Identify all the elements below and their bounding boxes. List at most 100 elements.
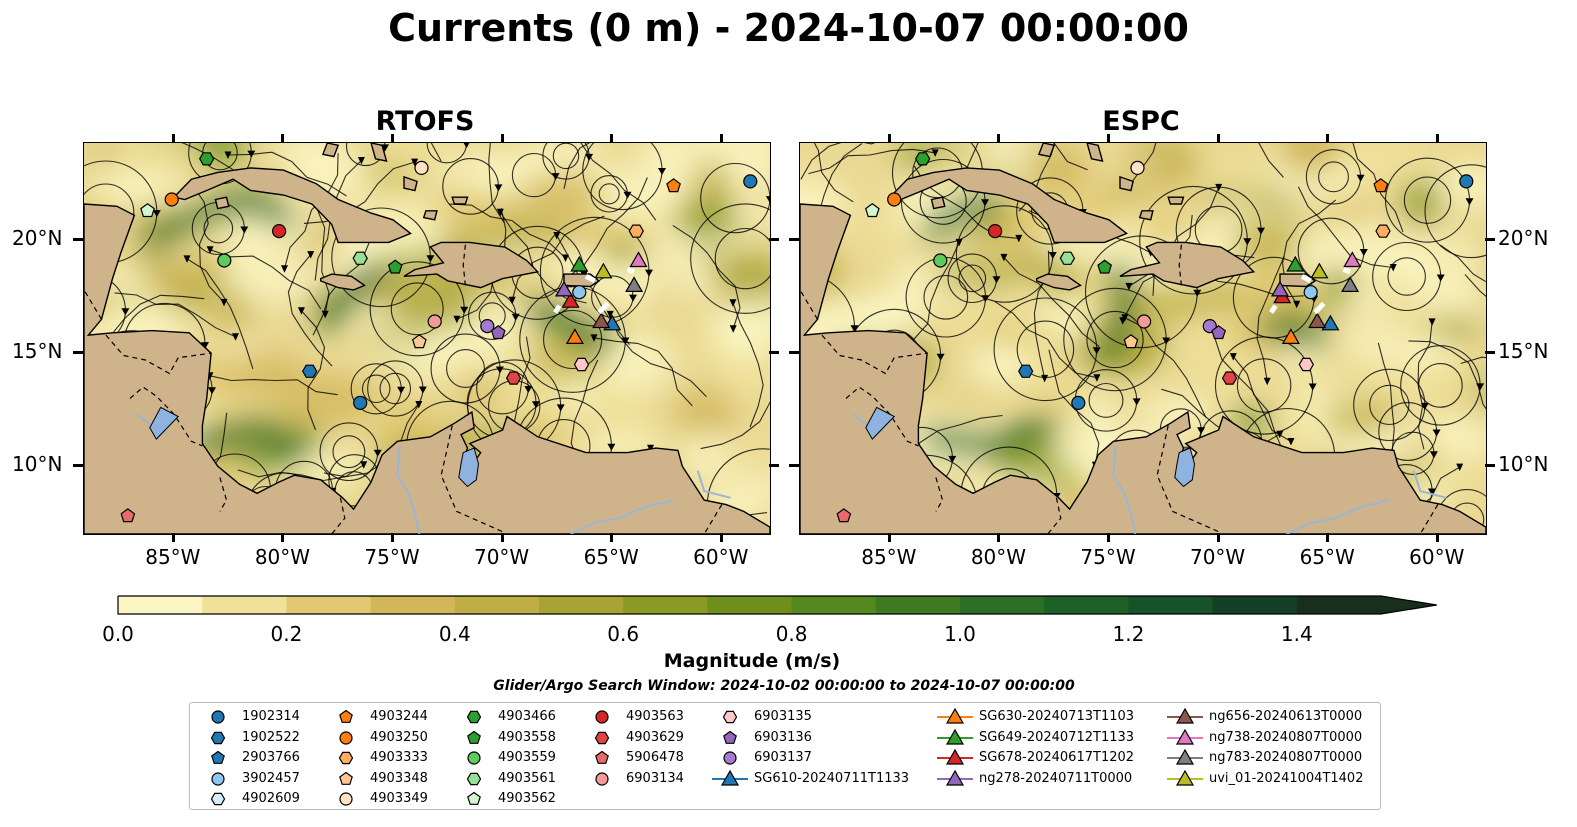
legend-label: ng783-20240807T0000 <box>1209 750 1363 765</box>
tick-mark <box>73 464 83 468</box>
colorbar-tick-label: 0.0 <box>102 622 134 646</box>
glider-tracks <box>553 267 635 315</box>
glider-marker-ng278-20240711T0000 <box>1270 280 1290 297</box>
legend-label: SG630-20240713T1103 <box>979 709 1135 724</box>
land <box>84 143 770 534</box>
glider-marker-uvi_01-20241004T1402 <box>594 262 613 279</box>
legend-marker-circle <box>723 751 737 765</box>
float-marker-4903563 <box>988 223 1003 239</box>
legend-marker-hexagon <box>594 731 610 744</box>
tick-mark <box>391 533 395 542</box>
float-marker-4903559 <box>933 253 948 268</box>
legend-label: 6903135 <box>754 709 812 724</box>
legend-label: 4902609 <box>242 791 300 806</box>
rivers <box>136 406 731 534</box>
search-window-text: Glider/Argo Search Window: 2024-10-02 00… <box>493 678 1075 694</box>
country-borders <box>84 244 723 534</box>
legend-marker-circle <box>595 710 609 724</box>
legend-label: SG610-20240711T1133 <box>754 770 910 786</box>
colorbar-label: Magnitude (m/s) <box>663 650 841 672</box>
colorbar-segment <box>1212 596 1298 614</box>
legend-label: 4903333 <box>370 750 428 765</box>
tick-mark <box>1216 533 1220 542</box>
float-marker-6903134 <box>1137 314 1152 329</box>
float-marker-4903563 <box>272 223 287 239</box>
colorbar-segment <box>960 596 1045 614</box>
lon-tick-label: 75°W <box>1080 545 1136 569</box>
tick-mark <box>610 134 614 143</box>
float-marker-6903135 <box>573 357 590 372</box>
colorbar-tick-label: 1.4 <box>1280 622 1313 646</box>
legend-label: 6903137 <box>754 750 812 765</box>
tick-mark <box>769 351 779 355</box>
legend-label: 1902314 <box>242 709 300 724</box>
legend-marker-pentagon <box>467 730 481 744</box>
glider-marker-SG649-20240712T1133 <box>570 255 589 272</box>
lat-tick-label-right: 10°N <box>1498 452 1549 477</box>
figure-title: Currents (0 m) - 2024-10-07 00:00:00 <box>388 6 1189 50</box>
map-espc[interactable] <box>799 142 1487 535</box>
tick-mark <box>1485 238 1495 242</box>
glider-marker-ng656-20240613T0000 <box>1308 312 1327 329</box>
map-canvas <box>800 143 1486 534</box>
tick-mark <box>1107 134 1111 143</box>
float-marker-1902314 <box>1071 395 1086 410</box>
colorbar-tick-label: 0.4 <box>438 622 471 646</box>
colorbar-tick-label: 0.2 <box>270 622 303 646</box>
glider-marker-ng656-20240613T0000 <box>592 312 611 329</box>
legend-label: SG649-20240712T1133 <box>979 729 1135 745</box>
float-marker-6903136 <box>490 325 506 340</box>
colorbar-segment <box>875 596 961 614</box>
legend-label: 4903563 <box>626 709 684 724</box>
rivers <box>852 406 1447 534</box>
colorbar-segment <box>1044 596 1129 614</box>
colorbar-segment <box>1128 596 1213 614</box>
lon-tick-label: 60°W <box>1409 545 1465 569</box>
tick-mark <box>500 134 504 143</box>
float-marker-5906478 <box>120 508 136 523</box>
float-marker-4903629 <box>505 371 522 385</box>
legend-label: 3902457 <box>242 770 300 786</box>
legend-marker-hexagon <box>210 731 226 744</box>
tick-mark <box>997 134 1001 143</box>
legend-marker-pentagon <box>723 730 737 744</box>
tick-mark <box>1216 134 1220 143</box>
legend-marker-hexagon <box>210 792 226 806</box>
colorbar-segment <box>370 596 456 614</box>
float-marker-4903562 <box>140 203 155 218</box>
colorbar-outline <box>117 595 1437 615</box>
legend-marker-pentagon <box>467 791 481 805</box>
legend-marker-pentagon <box>211 750 225 764</box>
legend-marker-hexagon <box>722 710 738 724</box>
tick-mark <box>171 134 175 143</box>
legend-marker-triangle <box>712 769 748 786</box>
colorbar-tick-label: 1.2 <box>1112 622 1145 646</box>
float-marker-4903558 <box>1097 259 1113 274</box>
legend-label: ng738-20240807T0000 <box>1209 729 1363 745</box>
panel-title-rtofs: RTOFS <box>375 106 475 137</box>
tick-mark <box>73 238 83 242</box>
float-marker-4903561 <box>352 251 368 265</box>
tick-mark <box>500 533 504 542</box>
legend-marker-triangle <box>937 748 973 765</box>
legend-label: 4903244 <box>370 709 428 724</box>
colorbar-tick-label: 1.0 <box>944 622 976 646</box>
legend-label: 4903558 <box>498 729 556 745</box>
colorbar-segment <box>623 596 708 614</box>
float-marker-4903348 <box>1123 334 1139 349</box>
lat-tick-label-left: 10°N <box>12 452 63 477</box>
float-marker-4903333 <box>1375 224 1391 238</box>
float-marker-4903561 <box>1059 251 1076 265</box>
lon-tick-label: 70°W <box>473 545 530 569</box>
float-marker-6903137 <box>480 319 495 334</box>
colorbar-tick-label: 0.8 <box>775 622 808 646</box>
tick-mark <box>73 351 83 355</box>
map-rtofs[interactable] <box>83 142 771 535</box>
float-marker-4903562 <box>864 203 880 218</box>
float-marker-4903629 <box>1221 371 1238 385</box>
legend-marker-circle <box>467 751 481 765</box>
float-marker-4903558 <box>387 259 403 274</box>
float-markers <box>836 152 1474 523</box>
tick-mark <box>789 238 799 242</box>
legend-marker-pentagon <box>595 750 609 764</box>
